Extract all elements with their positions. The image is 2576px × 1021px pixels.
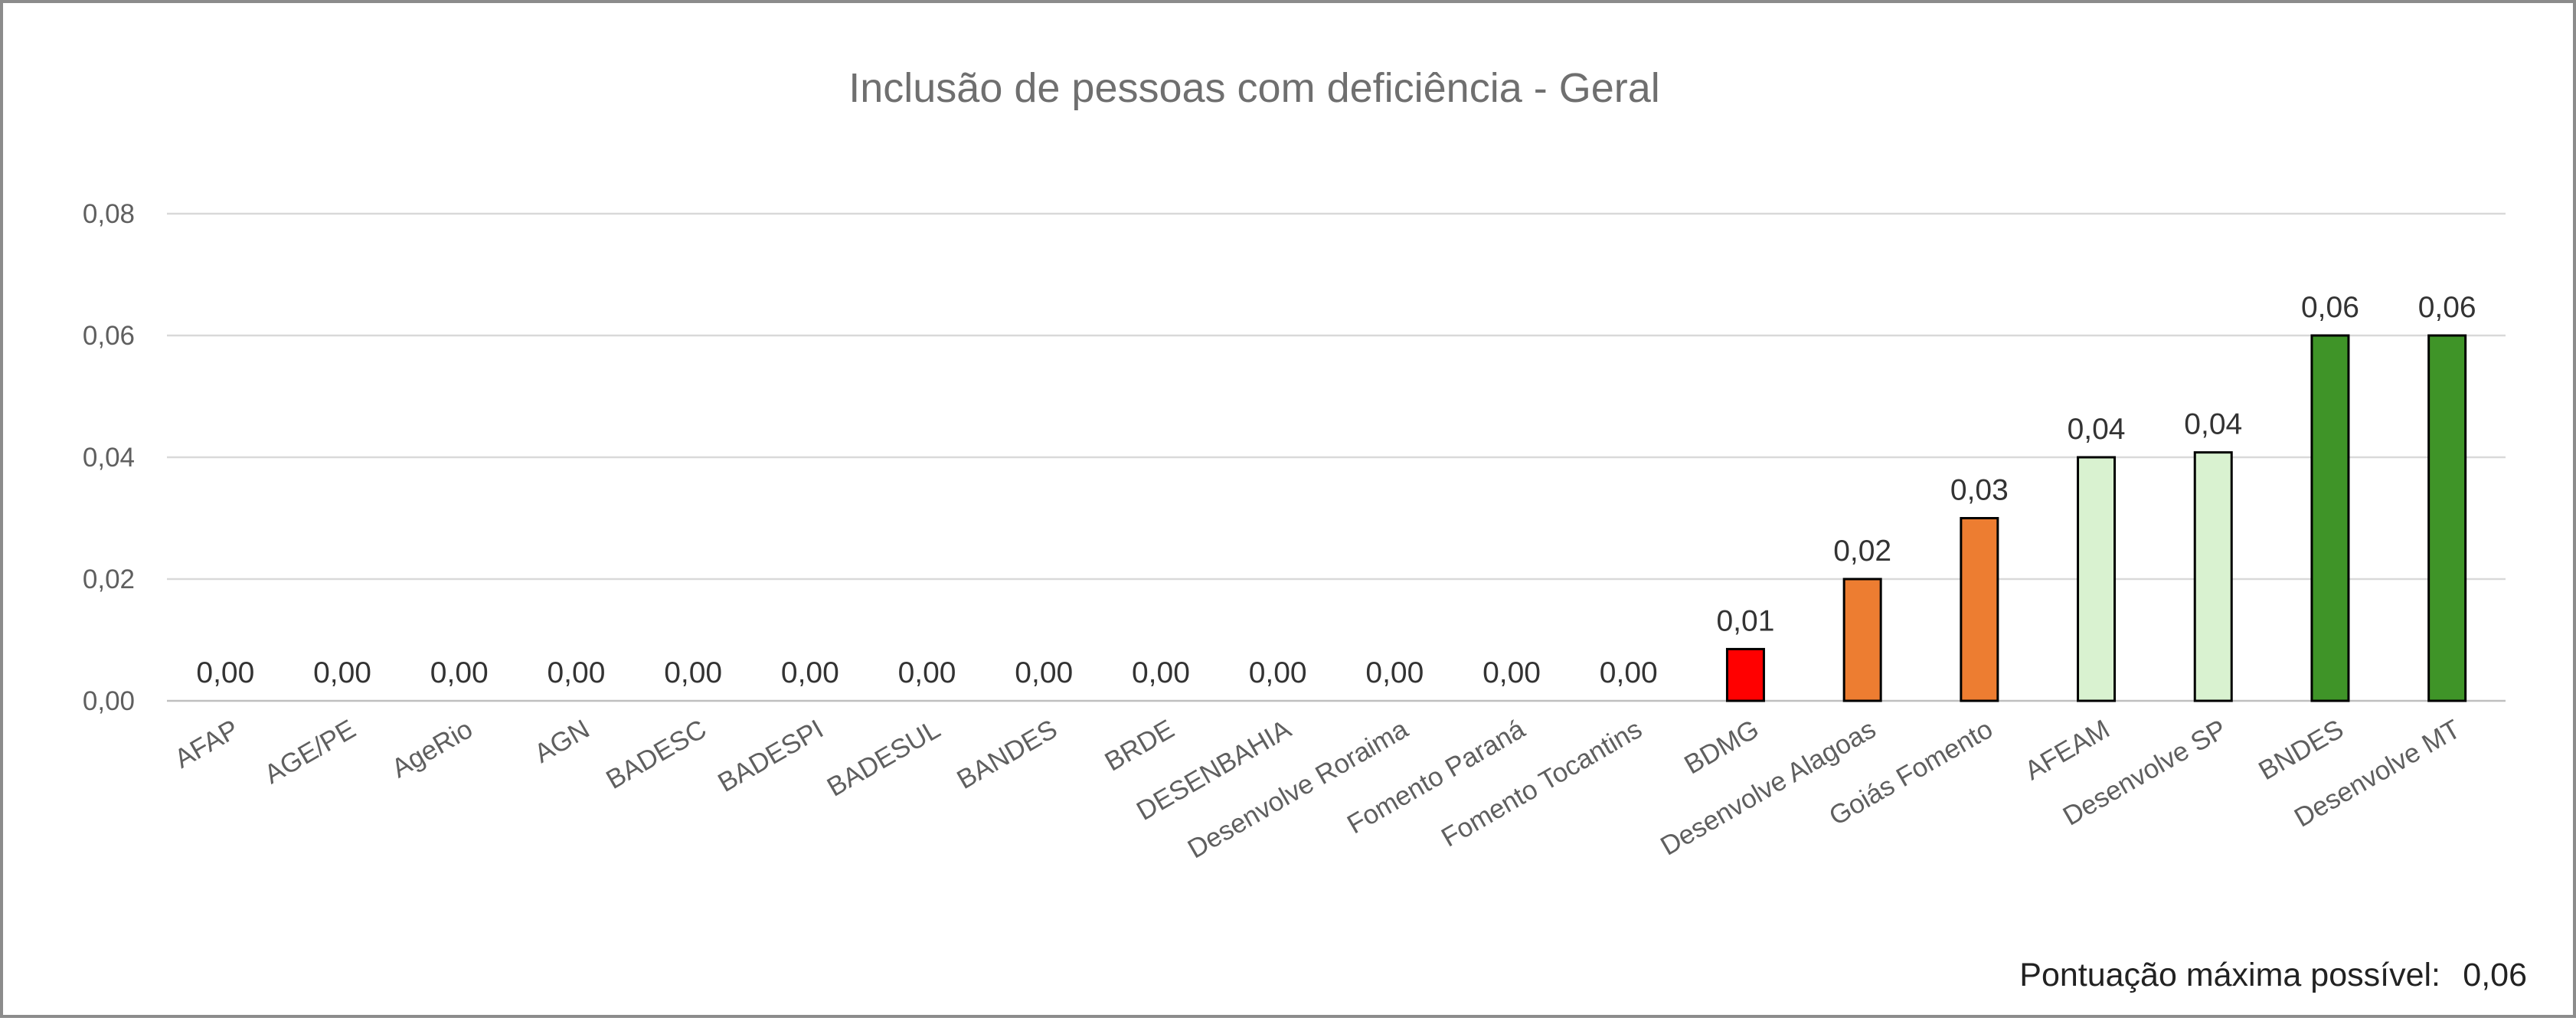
category-label: BANDES (952, 714, 1062, 795)
y-tick-label: 0,00 (83, 686, 135, 716)
category-label: BDMG (1679, 714, 1764, 780)
bar (1725, 647, 1765, 702)
bar (1960, 517, 1999, 702)
data-label: 0,00 (1015, 656, 1073, 689)
chart-area: Inclusão de pessoas com deficiência - Ge… (83, 65, 2527, 993)
data-label: 0,04 (2068, 413, 2126, 446)
category-label: BNDES (2254, 714, 2349, 786)
data-label: 0,06 (2418, 291, 2476, 324)
data-label: 0,00 (1483, 656, 1541, 689)
data-label: 0,00 (313, 656, 371, 689)
data-label: 0,00 (664, 656, 722, 689)
category-label: BRDE (1100, 714, 1179, 777)
data-label: 0,04 (2184, 408, 2242, 441)
data-label: 0,00 (1365, 656, 1424, 689)
bar (2077, 456, 2117, 702)
data-label: 0,00 (898, 656, 956, 689)
category-label: BADESUL (822, 714, 946, 802)
data-label: 0,00 (781, 656, 839, 689)
data-label: 0,03 (1950, 474, 2009, 507)
data-label: 0,00 (1132, 656, 1190, 689)
max-score-label: Pontuação máxima possível: (2019, 957, 2440, 993)
data-label: 0,06 (2301, 291, 2359, 324)
bar (2427, 334, 2467, 702)
data-label: 0,00 (1600, 656, 1658, 689)
data-label: 0,02 (1833, 535, 1891, 568)
chart-title: Inclusão de pessoas com deficiência - Ge… (848, 65, 1660, 111)
max-score-value: 0,06 (2463, 957, 2527, 993)
y-tick-label: 0,08 (83, 199, 135, 229)
max-score-note: Pontuação máxima possível: 0,06 (2019, 957, 2527, 993)
bar (2310, 334, 2350, 702)
category-label: AGE/PE (260, 714, 361, 790)
category-label: AFEAM (2020, 714, 2115, 786)
category-label: Fomento Tocantins (1437, 714, 1647, 852)
category-label: Desenvolve Roraima (1182, 714, 1413, 864)
category-label: BADESPI (713, 714, 829, 798)
data-label: 0,00 (547, 656, 605, 689)
category-label: BADESC (601, 714, 711, 795)
bar (1842, 578, 1882, 702)
y-tick-label: 0,04 (83, 443, 135, 473)
bar (2193, 451, 2233, 702)
data-label: 0,00 (430, 656, 489, 689)
category-label: AgeRio (387, 714, 478, 784)
data-label: 0,00 (196, 656, 254, 689)
category-label: Desenvolve Alagoas (1656, 714, 1881, 861)
y-tick-label: 0,06 (83, 321, 135, 351)
category-label: AGN (529, 714, 594, 769)
data-label: 0,00 (1249, 656, 1307, 689)
y-tick-label: 0,02 (83, 564, 135, 594)
category-label: AFAP (169, 714, 244, 774)
data-label: 0,01 (1716, 604, 1774, 637)
